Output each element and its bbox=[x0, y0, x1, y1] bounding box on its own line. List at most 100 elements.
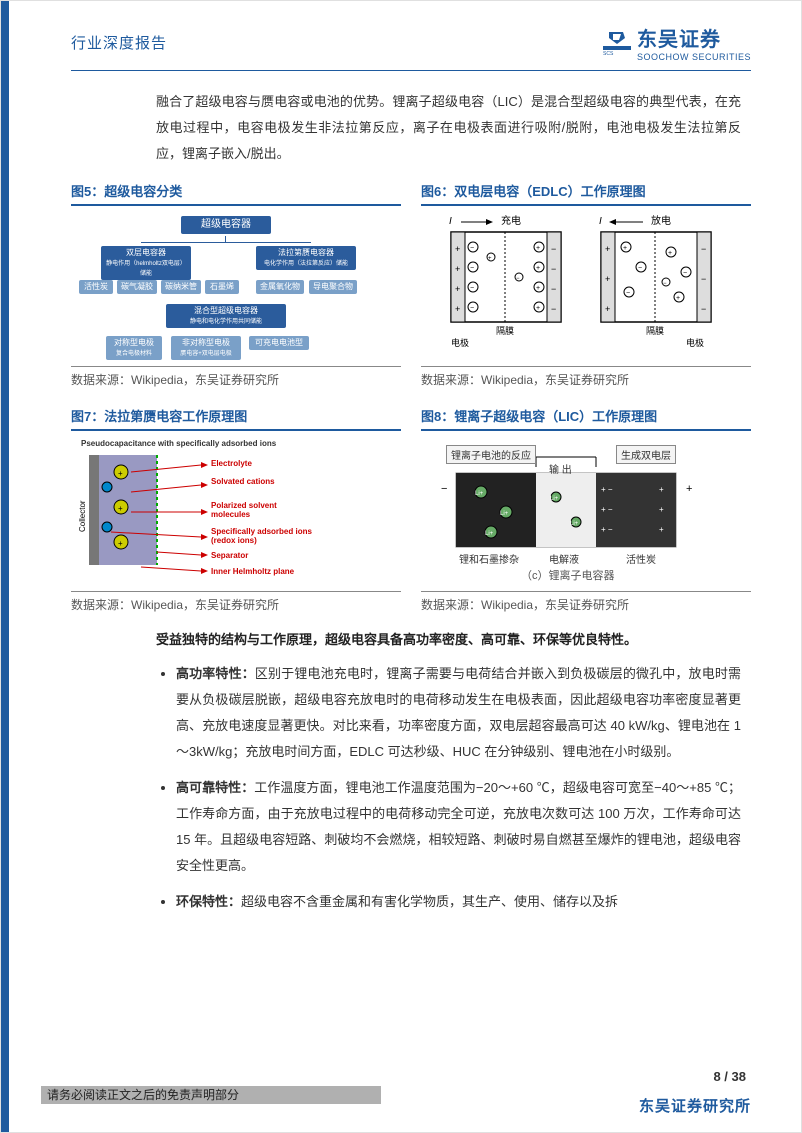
fig6-caption: 数据来源：Wikipedia，东吴证券研究所 bbox=[421, 366, 751, 388]
svg-text:Li+: Li+ bbox=[570, 521, 579, 527]
svg-text:−: − bbox=[470, 305, 474, 312]
svg-text:电极: 电极 bbox=[686, 337, 704, 348]
svg-text:+ −: + − bbox=[601, 505, 613, 514]
svg-text:+: + bbox=[536, 285, 540, 292]
svg-text:−: − bbox=[638, 265, 642, 272]
page: 行业深度报告 SCS 东吴证券 SOOCHOW SECURITIES 融合了超级… bbox=[0, 0, 802, 1133]
svg-text:+: + bbox=[659, 525, 664, 534]
side-bar bbox=[1, 1, 9, 1132]
svg-text:−: − bbox=[701, 304, 706, 314]
tree-node: 混合型超级电容器静电和电化学作用共同储能 bbox=[166, 304, 286, 328]
list-item: 高功率特性：区别于锂电池充电时，锂离子需要与电荷结合并嵌入到负极碳层的微孔中，放… bbox=[176, 661, 741, 765]
tree-leaf: 可充电电池型 bbox=[249, 336, 309, 350]
fig-rule bbox=[421, 204, 751, 206]
fig7-label: Solvated cations bbox=[211, 477, 275, 486]
fig8-sub: （c）锂离子电容器 bbox=[521, 567, 615, 583]
bullet-body: 超级电容不含重金属和有害化学物质，其生产、使用、储存以及拆 bbox=[241, 894, 618, 909]
figure-row-2: 图7：法拉第赝电容工作原理图 Pseudocapacitance with sp… bbox=[71, 402, 751, 613]
footer-right: 东吴证券研究所 bbox=[639, 1095, 751, 1116]
fig6-box: 充电 I ++++ −−−− − − − − + + + + bbox=[421, 212, 751, 360]
svg-text:Li+: Li+ bbox=[550, 496, 559, 502]
edlc-svg: 充电 I ++++ −−−− − − − − + + + + bbox=[421, 212, 751, 360]
tree-leaf: 活性炭 bbox=[79, 280, 113, 294]
svg-text:+: + bbox=[455, 304, 460, 314]
svg-text:+: + bbox=[686, 483, 692, 495]
section-heading: 受益独特的结构与工作原理，超级电容具备高功率密度、高可靠、环保等优良特性。 bbox=[156, 627, 741, 653]
svg-text:隔膜: 隔膜 bbox=[496, 326, 514, 336]
svg-text:−: − bbox=[551, 264, 556, 274]
svg-text:+: + bbox=[536, 305, 540, 312]
svg-text:+: + bbox=[605, 274, 610, 284]
svg-text:+: + bbox=[605, 304, 610, 314]
fig7: 图7：法拉第赝电容工作原理图 Pseudocapacitance with sp… bbox=[71, 402, 401, 613]
svg-text:Li+: Li+ bbox=[485, 531, 494, 537]
fig8-label: 锂离子电池的反应 bbox=[446, 445, 536, 464]
fig8: 图8：锂离子超级电容（LIC）工作原理图 − + Li+ Li+ Li+ Li+ bbox=[421, 402, 751, 613]
svg-text:SCS: SCS bbox=[603, 51, 614, 56]
fig7-label: Electrolyte bbox=[211, 459, 252, 468]
svg-text:−: − bbox=[551, 304, 556, 314]
svg-text:+: + bbox=[668, 250, 672, 257]
svg-text:+ −: + − bbox=[601, 525, 613, 534]
svg-text:−: − bbox=[551, 244, 556, 254]
company-logo: SCS 东吴证券 SOOCHOW SECURITIES bbox=[603, 23, 751, 62]
svg-text:+: + bbox=[455, 264, 460, 274]
fig7-label: Specifically adsorbed ions (redox ions) bbox=[211, 527, 321, 545]
fig7-label: Polarized solvent molecules bbox=[211, 501, 301, 519]
svg-text:Collector: Collector bbox=[78, 500, 87, 532]
fig8-label: 锂和石墨掺杂 bbox=[459, 551, 519, 566]
svg-text:−: − bbox=[470, 245, 474, 252]
tree-line bbox=[141, 242, 311, 243]
svg-text:+: + bbox=[623, 245, 627, 252]
svg-text:+: + bbox=[659, 485, 664, 494]
logo-en: SOOCHOW SECURITIES bbox=[637, 52, 751, 62]
svg-text:−: − bbox=[701, 274, 706, 284]
svg-text:+: + bbox=[676, 295, 680, 302]
list-item: 高可靠特性：工作温度方面，锂电池工作温度范围为−20～+60 ℃，超级电容可宽至… bbox=[176, 775, 741, 879]
list-item: 环保特性：超级电容不含重金属和有害化学物质，其生产、使用、储存以及拆 bbox=[176, 889, 741, 915]
svg-text:Li+: Li+ bbox=[500, 511, 509, 517]
tree-leaf: 石墨烯 bbox=[205, 280, 239, 294]
header: 行业深度报告 SCS 东吴证券 SOOCHOW SECURITIES bbox=[1, 1, 801, 62]
fig8-label: 活性炭 bbox=[626, 551, 656, 566]
svg-text:−: − bbox=[626, 290, 630, 297]
logo-text: 东吴证券 SOOCHOW SECURITIES bbox=[637, 23, 751, 62]
svg-text:−: − bbox=[470, 285, 474, 292]
fig8-caption: 数据来源：Wikipedia，东吴证券研究所 bbox=[421, 591, 751, 613]
svg-text:+: + bbox=[659, 505, 664, 514]
bullet-head: 环保特性： bbox=[176, 894, 241, 909]
svg-text:−: − bbox=[516, 276, 520, 282]
svg-text:−: − bbox=[701, 244, 706, 254]
tree-leaf: 碳气凝胶 bbox=[117, 280, 157, 294]
fig5-box: 超级电容器 双层电容器静电作用（helmholtz双电层）储能 法拉第赝电容器电… bbox=[71, 212, 401, 360]
fig6-title: 图6：双电层电容（EDLC）工作原理图 bbox=[421, 177, 751, 204]
svg-text:+: + bbox=[455, 284, 460, 294]
svg-text:+: + bbox=[455, 244, 460, 254]
svg-text:+: + bbox=[536, 265, 540, 272]
fig-rule bbox=[71, 429, 401, 431]
svg-text:+: + bbox=[118, 504, 123, 513]
svg-text:+: + bbox=[118, 539, 123, 548]
svg-text:充电: 充电 bbox=[501, 214, 521, 227]
tree-root: 超级电容器 bbox=[181, 216, 271, 234]
fig8-label: 输 出 bbox=[549, 461, 572, 476]
fig8-title: 图8：锂离子超级电容（LIC）工作原理图 bbox=[421, 402, 751, 429]
svg-text:−: − bbox=[683, 270, 687, 277]
fig7-label: Inner Helmholtz plane bbox=[211, 567, 294, 576]
page-number: 8 / 38 bbox=[713, 1069, 746, 1084]
fig8-box: − + Li+ Li+ Li+ Li+ Li+ + − + − + − +++ … bbox=[421, 437, 751, 585]
fig7-caption: 数据来源：Wikipedia，东吴证券研究所 bbox=[71, 591, 401, 613]
fig7-box: Pseudocapacitance with specifically adso… bbox=[71, 437, 401, 585]
fig8-label: 电解液 bbox=[549, 551, 579, 566]
footer-disclaimer: 请务必阅读正文之后的免责声明部分 bbox=[41, 1086, 381, 1104]
fig-rule bbox=[421, 429, 751, 431]
logo-icon: SCS bbox=[603, 30, 631, 56]
intro-paragraph: 融合了超级电容与赝电容或电池的优势。锂离子超级电容（LIC）是混合型超级电容的典… bbox=[156, 89, 741, 167]
svg-text:Li+: Li+ bbox=[475, 491, 484, 497]
svg-text:−: − bbox=[551, 284, 556, 294]
svg-text:−: − bbox=[470, 265, 474, 272]
tree-leaf: 金属氧化物 bbox=[256, 280, 304, 294]
bullet-head: 高可靠特性： bbox=[176, 780, 254, 795]
tree-leaf: 对称型电极复合电极材料 bbox=[106, 336, 162, 360]
fig5-title: 图5：超级电容分类 bbox=[71, 177, 401, 204]
